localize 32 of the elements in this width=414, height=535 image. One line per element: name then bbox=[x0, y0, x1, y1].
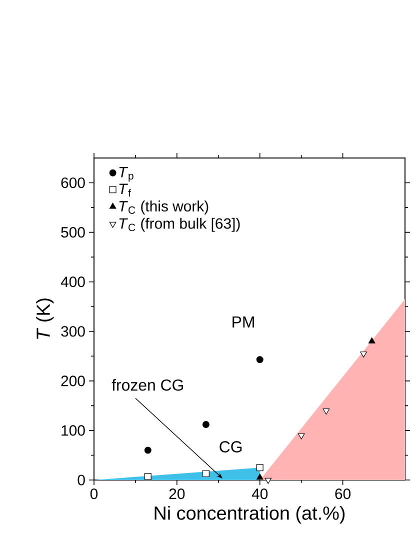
y-tick-label: 400 bbox=[60, 276, 85, 288]
point bbox=[360, 352, 367, 358]
x-tick-label: 40 bbox=[252, 488, 268, 500]
y-tick-label: 500 bbox=[61, 227, 85, 238]
point bbox=[256, 356, 264, 364]
point bbox=[368, 337, 376, 344]
point bbox=[144, 446, 152, 454]
annotation: PM bbox=[232, 316, 254, 328]
point bbox=[322, 408, 330, 415]
point bbox=[264, 478, 272, 484]
point bbox=[256, 464, 264, 472]
y-tick-label: 0 bbox=[78, 474, 85, 486]
annotation: frozen CG bbox=[112, 379, 184, 391]
point bbox=[256, 474, 264, 480]
y-tick-label: 100 bbox=[62, 425, 85, 436]
point bbox=[144, 473, 152, 480]
x-tick-label: 60 bbox=[335, 488, 351, 500]
x-tick-label: 20 bbox=[169, 488, 185, 500]
point bbox=[202, 421, 210, 428]
x-axis-title: Ni concentration (at.%) bbox=[154, 506, 345, 524]
point bbox=[202, 470, 210, 478]
annotation: CG bbox=[220, 441, 242, 452]
y-axis-title: T (K) bbox=[36, 298, 54, 339]
y-tick-label: 300 bbox=[61, 326, 85, 337]
legend-label: T$_{p}$ bbox=[119, 167, 134, 182]
legend-label: T$_{C}$ (from bulk [63]) bbox=[119, 218, 240, 232]
y-tick-label: 600 bbox=[61, 177, 85, 188]
legend-label: T$_{C}$ (this work) bbox=[119, 200, 208, 214]
legend-label: T$_{f}$ bbox=[119, 184, 131, 197]
y-tick-label: 200 bbox=[61, 376, 85, 386]
x-tick-label: 0 bbox=[90, 488, 98, 500]
point bbox=[298, 433, 305, 440]
